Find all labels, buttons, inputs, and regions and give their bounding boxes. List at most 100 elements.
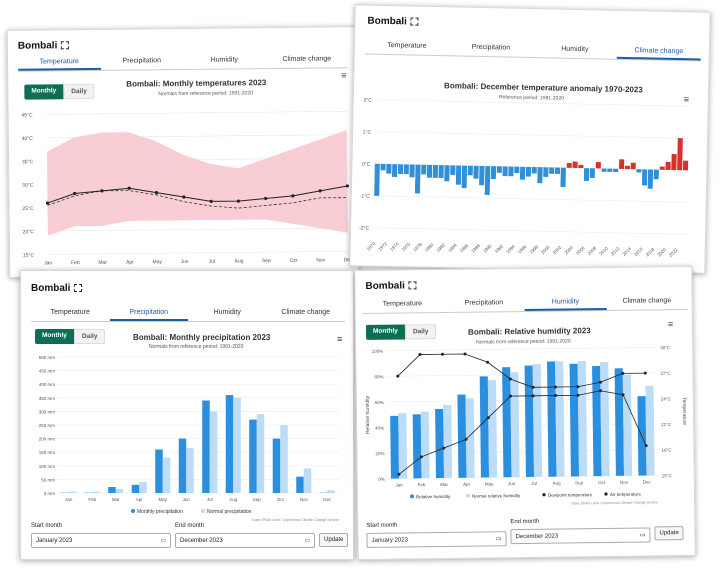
precipitation-chart: 500 mm 450 mm 400 mm 350 mm 300 mm 250 mm 200 … bbox=[39, 355, 339, 522]
anomaly-bar bbox=[578, 164, 584, 169]
mean-temperature-point bbox=[73, 191, 77, 196]
anomaly-bar bbox=[386, 163, 392, 174]
monthly-toggle[interactable]: Monthly bbox=[35, 329, 74, 344]
x-tick-label: 1980 bbox=[424, 242, 435, 253]
x-tick-label: 2012 bbox=[610, 246, 621, 257]
fullscreen-icon[interactable] bbox=[74, 284, 83, 293]
monthly-precipitation-bar bbox=[249, 419, 257, 493]
mean-temperature-line bbox=[47, 185, 348, 204]
update-button[interactable]: Update bbox=[319, 533, 349, 547]
y-tick-label: 0 mm bbox=[44, 491, 56, 496]
calendar-icon[interactable]: ▭ bbox=[304, 538, 310, 544]
tab-temperature[interactable]: Temperature bbox=[50, 309, 90, 316]
anomaly-bar bbox=[601, 168, 607, 172]
y-tick-label: 80% bbox=[375, 374, 384, 379]
x-tick-label: Jun bbox=[508, 481, 516, 486]
x-tick-label: 2014 bbox=[621, 246, 632, 257]
anomaly-bar bbox=[554, 167, 561, 175]
y-tick-label: 350 mm bbox=[39, 396, 56, 401]
y2-tick-label: 21°C bbox=[661, 422, 672, 427]
anomaly-bar bbox=[682, 160, 689, 171]
anomaly-bar bbox=[613, 168, 619, 173]
x-tick-label: 2004 bbox=[563, 245, 574, 256]
mean-temperature-point bbox=[236, 199, 241, 203]
x-tick-label: Mar bbox=[98, 260, 107, 266]
mean-temperature-point bbox=[100, 189, 104, 193]
x-tick-label: 2022 bbox=[668, 247, 679, 258]
gridline bbox=[375, 99, 690, 107]
tab-precipitation[interactable]: Precipitation bbox=[109, 305, 188, 321]
y-tick-label: 200 mm bbox=[39, 437, 56, 442]
anomaly-bar bbox=[403, 164, 409, 175]
start-month-label: Start month bbox=[366, 522, 398, 529]
y-tick-label: 2°C bbox=[363, 98, 372, 104]
x-tick-label: 2002 bbox=[552, 244, 563, 255]
x-tick-label: 1992 bbox=[494, 243, 505, 254]
x-tick-label: 1974 bbox=[389, 241, 400, 252]
anomaly-bar bbox=[641, 169, 648, 186]
x-tick-label: 2020 bbox=[656, 247, 667, 258]
chart-menu-icon[interactable]: ≡ bbox=[337, 334, 343, 344]
end-month-label: End month bbox=[175, 523, 205, 529]
tab-climate-change[interactable]: Climate change bbox=[281, 309, 331, 316]
update-button[interactable]: Update bbox=[654, 526, 684, 541]
calendar-icon[interactable]: ▭ bbox=[160, 538, 166, 544]
period-toggle: Monthly Daily bbox=[35, 329, 106, 344]
x-tick-label: 1984 bbox=[447, 242, 458, 253]
chart-credit: Data: ERA5 Land / Copernicus Climate Cha… bbox=[252, 518, 339, 522]
y-tick-label: 15°C bbox=[23, 253, 35, 259]
gridline bbox=[387, 423, 658, 428]
x-tick-label: Jan bbox=[395, 482, 403, 487]
calendar-icon[interactable]: ▭ bbox=[639, 532, 646, 539]
air-temperature-point bbox=[598, 380, 602, 384]
air-temperature-point bbox=[643, 371, 647, 375]
monthly-precipitation-bar bbox=[225, 395, 234, 493]
daily-toggle[interactable]: Daily bbox=[73, 329, 106, 344]
x-tick-label: Aug bbox=[553, 481, 562, 486]
x-tick-label: 2000 bbox=[540, 244, 551, 255]
x-tick-label: Jul bbox=[209, 259, 215, 265]
start-month-input[interactable]: January 2023 ▭ bbox=[31, 533, 171, 548]
dewpoint-point bbox=[554, 394, 558, 398]
dewpoint-point bbox=[419, 455, 423, 459]
start-month-label: Start month bbox=[31, 523, 63, 529]
start-month-input[interactable]: January 2023 ▭ bbox=[366, 531, 507, 548]
anomaly-bar bbox=[677, 138, 683, 171]
temperature-chart: 45°C 40°C 35°C 30°C 25°C 20°C 15°C Jan Feb Mar Apr… bbox=[21, 110, 353, 283]
tab-humidity[interactable]: Humidity bbox=[213, 309, 241, 316]
end-month-input[interactable]: December 2023 ▭ bbox=[175, 533, 315, 548]
x-tick-label: 1998 bbox=[528, 244, 539, 255]
y-tick-label: -2°C bbox=[359, 225, 370, 231]
y-tick-label: 50 mm bbox=[41, 477, 55, 482]
normal-precipitation-bar bbox=[280, 425, 288, 493]
anomaly-bar bbox=[432, 164, 438, 178]
legend-normal-marker bbox=[201, 509, 205, 513]
gridline bbox=[46, 110, 347, 115]
x-tick-label: Mar bbox=[112, 497, 120, 502]
legend-dewpoint-marker bbox=[542, 493, 546, 497]
y2-tick-label: 15°C bbox=[662, 473, 673, 478]
normal-precipitation-bar bbox=[162, 457, 171, 493]
air-temperature-point bbox=[621, 371, 625, 375]
calendar-icon[interactable]: ▭ bbox=[495, 536, 502, 543]
y-tick-label: 20% bbox=[375, 451, 384, 456]
end-month-input[interactable]: December 2023 ▭ bbox=[510, 527, 651, 545]
relative-humidity-bar bbox=[502, 367, 512, 478]
y-tick-label: 20°C bbox=[23, 229, 35, 235]
anomaly-bar bbox=[619, 159, 625, 169]
humidity-card: Bombali Temperature Precipitation Humidi… bbox=[354, 265, 696, 561]
anomaly-bar bbox=[543, 167, 549, 177]
monthly-precipitation-bar bbox=[202, 400, 210, 493]
gridline bbox=[47, 227, 348, 232]
mean-temperature-point bbox=[154, 191, 159, 195]
x-tick-label: Jun bbox=[180, 259, 188, 265]
anomaly-bar bbox=[537, 167, 543, 184]
air-temperature-point bbox=[486, 360, 490, 364]
normal-precipitation-bar bbox=[209, 411, 218, 493]
anomaly-bar bbox=[549, 167, 555, 174]
mean-temperature-point bbox=[127, 186, 131, 190]
y-tick-label: 100% bbox=[372, 349, 384, 354]
anomaly-bar bbox=[467, 165, 473, 176]
dewpoint-point bbox=[621, 393, 625, 397]
normal-precipitation-bar bbox=[92, 491, 100, 493]
